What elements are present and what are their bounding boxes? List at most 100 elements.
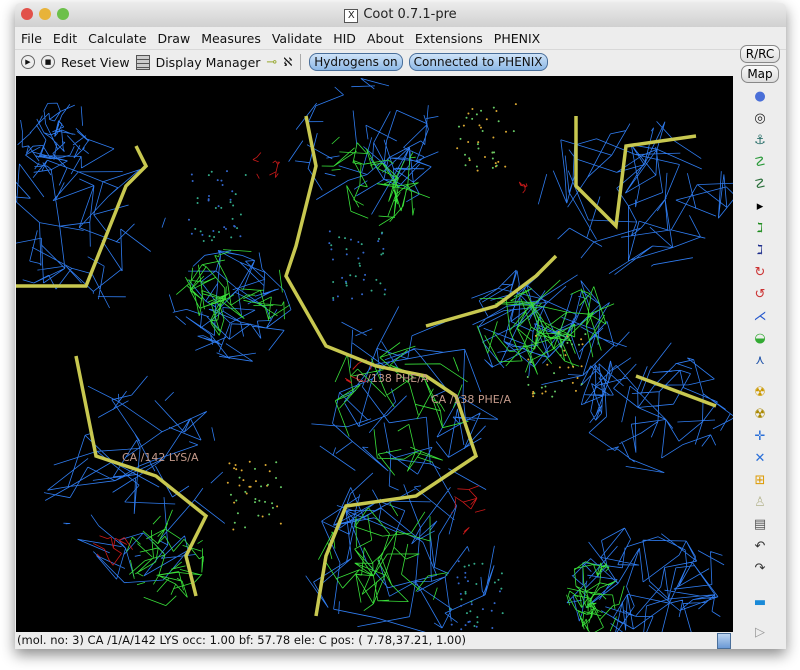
redo-icon[interactable]: ↷ <box>754 561 766 576</box>
reset-view-button[interactable]: Reset View <box>61 54 130 70</box>
water-dot <box>531 392 534 395</box>
water-dot <box>478 124 481 127</box>
water-dot <box>234 193 237 196</box>
water-dot <box>221 183 224 186</box>
map-button[interactable]: Map <box>741 65 779 83</box>
play-icon[interactable]: ▶ <box>21 55 35 69</box>
water-dot <box>234 463 237 466</box>
water-dot <box>345 248 348 251</box>
water-dot <box>244 174 247 177</box>
water-dot <box>239 213 242 216</box>
water-dot <box>275 461 278 464</box>
map-mesh-blue <box>288 78 439 215</box>
water-dot <box>268 513 271 516</box>
water-dot <box>254 480 257 483</box>
molecule-graphics-canvas[interactable]: C /138 PHE/A CA /138 PHE/A CA /142 LYS/A <box>16 76 733 632</box>
water-dot <box>578 343 581 346</box>
menu-draw[interactable]: Draw <box>157 30 191 46</box>
menu-calculate[interactable]: Calculate <box>88 30 147 46</box>
real-space-icon[interactable]: ℷ <box>756 221 764 236</box>
menu-phenix[interactable]: PHENIX <box>493 30 541 46</box>
water-dot <box>483 156 486 159</box>
difference-map-red <box>451 485 486 535</box>
menu-file[interactable]: File <box>21 30 42 46</box>
close-button[interactable] <box>21 8 33 20</box>
display-manager-button[interactable]: Display Manager <box>155 54 261 70</box>
toolbar-separator <box>300 54 302 70</box>
stop-icon[interactable]: ■ <box>41 55 55 69</box>
molecule-icon[interactable]: ℵ <box>283 55 293 69</box>
water-dot <box>379 282 382 285</box>
water-dot <box>207 199 210 202</box>
flag-icon[interactable]: ▬ <box>753 595 767 610</box>
water-dot <box>244 526 247 529</box>
water-dot <box>382 252 385 255</box>
water-dot <box>233 467 236 470</box>
zoom-button[interactable] <box>57 8 69 20</box>
water-dot <box>354 275 357 278</box>
pepflip-icon[interactable]: ⋌ <box>753 309 767 324</box>
rigid-body-icon[interactable]: ⚓ <box>754 133 766 148</box>
water-dot <box>362 278 365 281</box>
water-dot <box>546 363 549 366</box>
delete-icon[interactable]: ✕ <box>754 451 766 466</box>
water-dot <box>232 204 235 207</box>
water-dot <box>480 109 483 112</box>
water-dot <box>580 338 583 341</box>
water-dot <box>230 236 233 239</box>
bin-icon[interactable]: ▤ <box>753 517 767 532</box>
rotate-icon[interactable]: ↻ <box>754 265 766 280</box>
regularize-icon[interactable]: ◎ <box>754 111 766 126</box>
phenix-connection-button[interactable]: Connected to PHENIX <box>408 53 548 71</box>
undo-icon[interactable]: ↶ <box>754 539 766 554</box>
menu-validate[interactable]: Validate <box>271 30 323 46</box>
backbone-icon[interactable]: ℷ <box>756 243 764 258</box>
menu-measures[interactable]: Measures <box>201 30 261 46</box>
go-to-atom-icon[interactable]: ⊸ <box>266 54 278 70</box>
coot-window: X Coot 0.7.1-pre File Edit Calculate Draw… <box>15 3 786 649</box>
water-dot <box>456 147 459 150</box>
water-dot <box>526 375 529 378</box>
flip-icon[interactable]: ☡ <box>754 177 766 192</box>
menu-about[interactable]: About <box>366 30 404 46</box>
water-dot <box>477 141 480 144</box>
water-dot <box>216 179 219 182</box>
menu-edit[interactable]: Edit <box>52 30 78 46</box>
menu-hid[interactable]: HID <box>333 30 356 46</box>
menu-extensions[interactable]: Extensions <box>414 30 483 46</box>
atom-label: C /138 PHE/A <box>356 372 429 385</box>
water-dot <box>229 198 232 201</box>
water-dot <box>495 110 498 113</box>
rrc-button[interactable]: R/RC <box>739 45 781 63</box>
arrow-icon[interactable]: ▸ <box>756 199 764 214</box>
water-dot <box>544 385 547 388</box>
water-dot <box>476 143 479 146</box>
water-dot <box>450 623 453 626</box>
radiation-icon[interactable]: ☢ <box>754 385 766 400</box>
water-dot <box>226 481 229 484</box>
side-chain-icon[interactable]: ◒ <box>754 331 766 346</box>
water-dot <box>279 486 282 489</box>
water-dot <box>264 463 267 466</box>
water-dot <box>576 377 579 380</box>
play-icon[interactable]: ▷ <box>755 625 765 640</box>
water-icon[interactable]: ♙ <box>754 495 766 510</box>
hydrogens-toggle[interactable]: Hydrogens on <box>309 53 403 71</box>
water-dot <box>231 190 234 193</box>
water-dot <box>559 345 562 348</box>
display-manager-icon[interactable] <box>135 54 150 70</box>
torsion-icon[interactable]: ↺ <box>754 287 766 302</box>
rotamer-icon[interactable]: ☡ <box>754 155 766 170</box>
map-mesh-green <box>566 561 625 632</box>
add-terminal-icon[interactable]: ⊞ <box>754 473 766 488</box>
refine-icon[interactable]: ● <box>754 89 766 104</box>
water-dot <box>217 205 220 208</box>
add-atom-icon[interactable]: ✛ <box>754 429 766 444</box>
water-dot <box>236 227 239 230</box>
water-dot <box>476 621 479 624</box>
minimize-button[interactable] <box>39 8 51 20</box>
water-dot <box>248 485 251 488</box>
water-dot <box>551 395 554 398</box>
mutate-icon[interactable]: ⋏ <box>755 353 765 368</box>
radiation2-icon[interactable]: ☢ <box>754 407 766 422</box>
